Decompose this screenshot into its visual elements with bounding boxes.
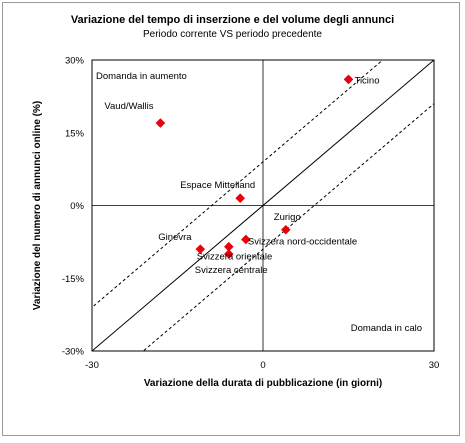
point-label: Svizzera nord-occidentale: [248, 236, 357, 247]
quadrant-label-demand-down: Domanda in calo: [351, 323, 422, 334]
x-tick-label: -30: [85, 360, 99, 371]
point-ginevra: [195, 244, 206, 254]
point-label: Svizzera centrale: [195, 265, 268, 276]
dashed-band-line-1: [92, 60, 384, 309]
point-label: Espace Mittelland: [180, 180, 255, 191]
y-tick-label: -30%: [62, 347, 85, 358]
point-ticino: [343, 74, 354, 85]
point-label: Ginevra: [158, 232, 192, 243]
point-label: Vaud/Wallis: [104, 101, 153, 112]
x-tick-label: 0: [260, 360, 265, 371]
point-zurigo: [281, 224, 291, 235]
chart-frame: [2, 2, 460, 436]
y-tick-label: 15%: [65, 128, 85, 139]
x-axis-label: Variazione della durata di pubblicazione…: [144, 378, 382, 389]
point-label: Svizzera orientale: [197, 252, 273, 263]
point-svizzera-nord-occidentale: [241, 234, 251, 245]
point-vaud-wallis: [155, 118, 166, 128]
y-tick-label: 30%: [65, 56, 85, 67]
point-label: Ticino: [355, 75, 380, 86]
point-label: Zurigo: [274, 212, 301, 223]
y-tick-label: -15%: [62, 274, 85, 285]
point-espace-mittelland: [235, 193, 245, 204]
y-axis-label: Variazione del numero di annunci online …: [32, 101, 43, 310]
x-tick-label: 30: [429, 360, 440, 371]
point-svizzera-orientale: [224, 241, 234, 252]
y-tick-label: 0%: [70, 201, 84, 212]
chart-title: Variazione del tempo di inserzione e del…: [70, 14, 395, 26]
chart-subtitle: Periodo corrente VS periodo precedente: [142, 29, 322, 40]
quadrant-label-demand-up: Domanda in aumento: [96, 71, 187, 82]
point-svizzera-centrale: [224, 249, 234, 259]
